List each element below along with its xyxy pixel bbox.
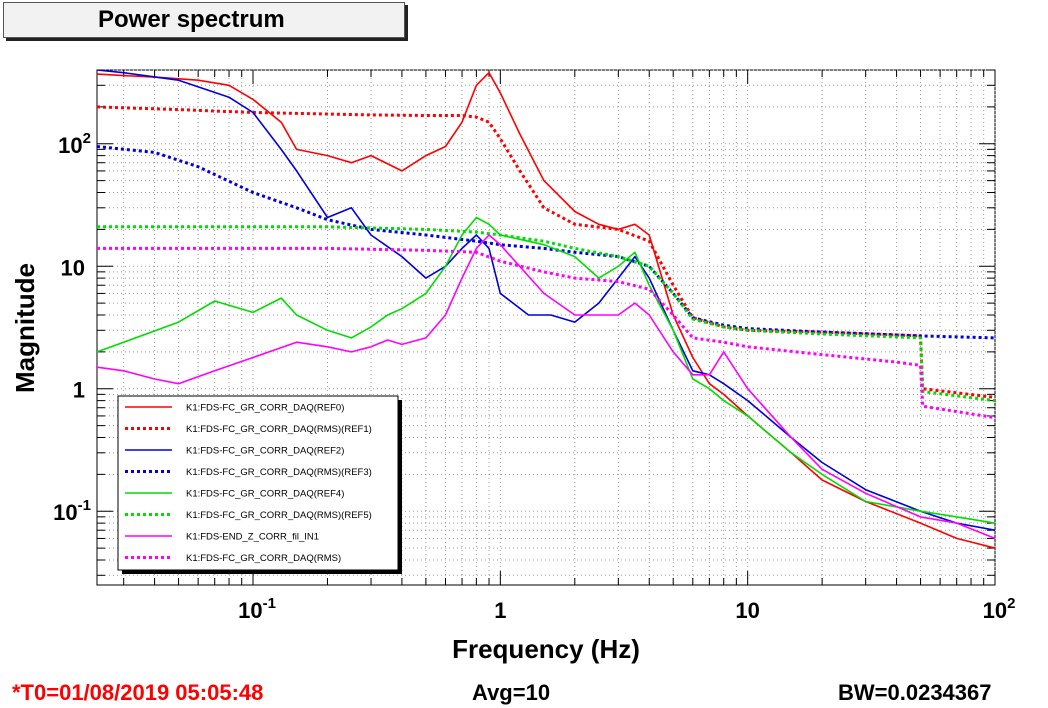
- series-line: [97, 234, 995, 540]
- legend-label: K1:FDS-FC_GR_CORR_DAQ(RMS): [186, 553, 341, 564]
- legend-label: K1:FDS-FC_GR_CORR_DAQ(REF0): [186, 403, 344, 414]
- series-line: [97, 105, 995, 399]
- series-line: [97, 225, 995, 403]
- y-tick-label: 1: [73, 378, 85, 403]
- y-tick-label: 102: [58, 130, 91, 158]
- x-tick-label: 1: [494, 598, 506, 623]
- legend: K1:FDS-FC_GR_CORR_DAQ(REF0) K1:FDS-FC_GR_…: [117, 395, 402, 574]
- title-box: Power spectrum: [3, 2, 405, 38]
- legend-label: K1:FDS-FC_GR_CORR_DAQ(REF4): [186, 489, 344, 500]
- legend-box: [117, 395, 399, 571]
- x-axis-label: Frequency (Hz): [452, 634, 640, 664]
- x-tick-label: 10: [735, 598, 759, 623]
- footer-bw: BW=0.0234367: [838, 680, 992, 705]
- y-tick-label: 10-1: [53, 497, 91, 525]
- x-tick-label: 10-1: [238, 595, 276, 623]
- legend-label: K1:FDS-FC_GR_CORR_DAQ(REF2): [186, 446, 344, 457]
- series-line: [97, 145, 995, 340]
- legend-label: K1:FDS-FC_GR_CORR_DAQ(RMS)(REF3): [186, 467, 372, 478]
- x-tick-labels: 10-1 1 10 102: [238, 595, 1015, 623]
- series-line: [97, 246, 995, 420]
- series-group: [97, 70, 995, 549]
- axis-ticks: [97, 69, 996, 585]
- grid-lines: [97, 69, 996, 585]
- footer-avg: Avg=10: [472, 680, 551, 705]
- legend-label: K1:FDS-FC_GR_CORR_DAQ(RMS)(REF5): [186, 510, 372, 521]
- chart-title: Power spectrum: [98, 6, 285, 33]
- footer-t0: *T0=01/08/2019 05:05:48: [12, 680, 264, 705]
- series-line: [97, 70, 995, 531]
- legend-label: K1:FDS-END_Z_CORR_fil_IN1: [186, 532, 319, 543]
- y-axis-label: Magnitude: [10, 263, 40, 393]
- y-tick-labels: 10-1 1 10 102: [53, 130, 91, 525]
- x-tick-label: 102: [983, 595, 1016, 623]
- y-tick-label: 10: [61, 255, 85, 280]
- legend-label: K1:FDS-FC_GR_CORR_DAQ(RMS)(REF1): [186, 424, 372, 435]
